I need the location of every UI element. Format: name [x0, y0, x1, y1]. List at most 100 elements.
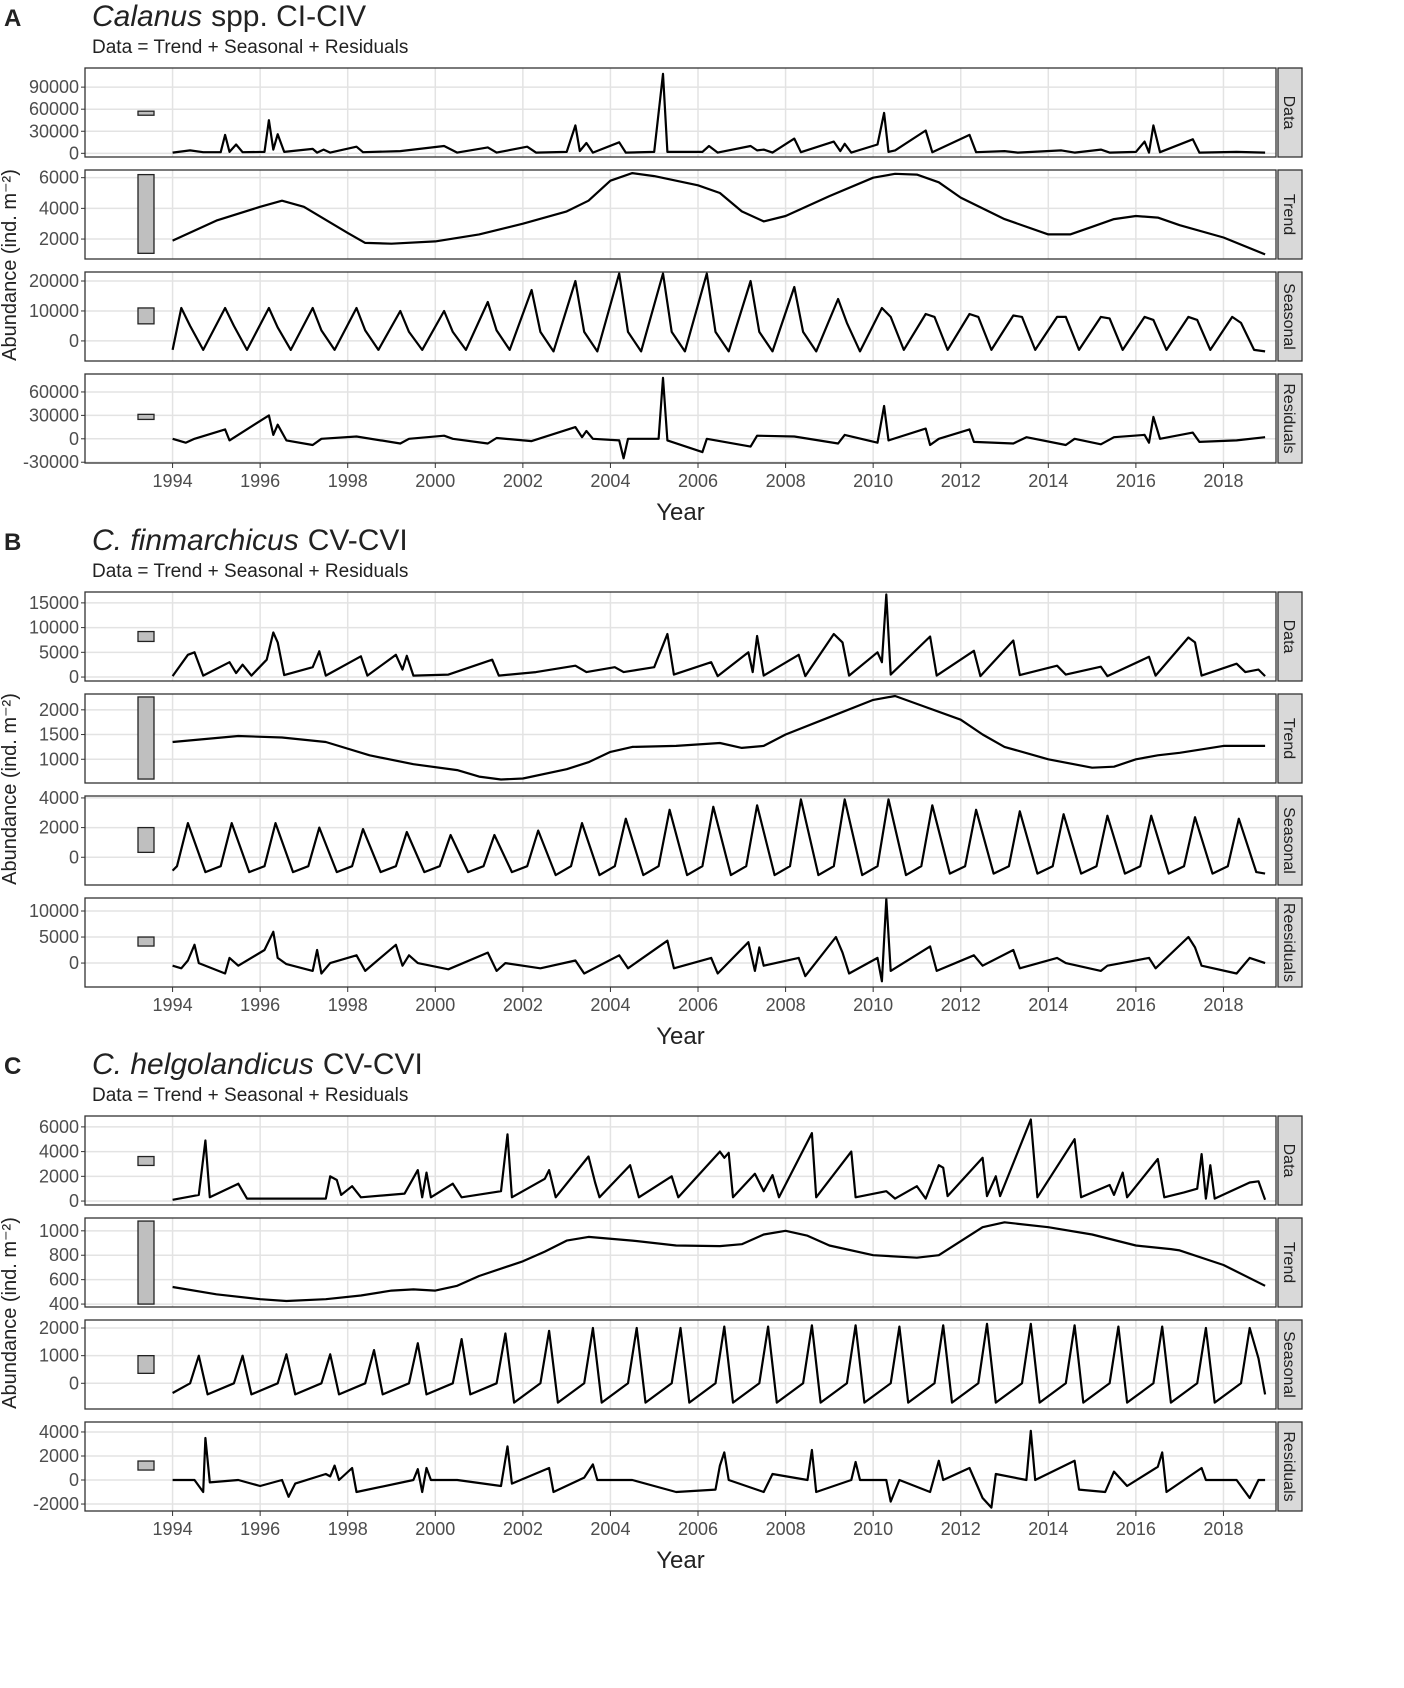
chart-title: Calanus spp. CI-CIV	[92, 0, 366, 33]
series-line	[172, 897, 1266, 983]
x-tick-label: 2014	[1028, 1519, 1068, 1539]
y-tick-label: 30000	[29, 405, 79, 425]
x-tick-label: 2014	[1028, 471, 1068, 491]
strip-label: Data	[1280, 1144, 1297, 1178]
x-tick-label: 2006	[678, 995, 718, 1015]
x-tick-label: 1994	[153, 1519, 193, 1539]
x-tick-label: 2000	[415, 1519, 455, 1539]
x-tick-label: 2014	[1028, 995, 1068, 1015]
x-tick-label: 2018	[1203, 995, 1243, 1015]
y-tick-label: 5000	[39, 642, 79, 662]
y-tick-label: 0	[69, 143, 79, 163]
y-tick-label: 2000	[39, 818, 79, 838]
y-tick-label: 10000	[29, 901, 79, 921]
y-tick-label: 0	[69, 1373, 79, 1393]
panel-border	[84, 693, 1277, 784]
strip	[1277, 67, 1303, 158]
x-tick-label: 2004	[590, 995, 630, 1015]
panel-border	[84, 1421, 1277, 1512]
panel-border	[84, 373, 1277, 464]
strip	[1277, 693, 1303, 784]
x-tick-label: 2012	[941, 471, 981, 491]
y-tick-label: 6000	[39, 1117, 79, 1137]
series-line	[172, 376, 1266, 460]
y-tick-label: 1000	[39, 749, 79, 769]
strip-label: Residuals	[1280, 1431, 1297, 1501]
panel-background	[85, 1422, 1276, 1511]
x-tick-label: 2012	[941, 995, 981, 1015]
subtitle: Data = Trend + Seasonal + Residuals	[92, 37, 408, 58]
title-rest: CV-CVI	[308, 524, 408, 557]
strip	[1277, 373, 1303, 464]
range-bar	[137, 307, 155, 325]
y-tick-label: 60000	[29, 382, 79, 402]
strip	[1277, 169, 1303, 260]
y-tick-label: 2000	[39, 1166, 79, 1186]
strip-label: Seasonal	[1280, 1331, 1297, 1398]
series-line	[172, 172, 1266, 256]
panel-background	[85, 694, 1276, 783]
x-tick-label: 2006	[678, 1519, 718, 1539]
panel-background	[85, 1116, 1276, 1205]
y-axis-title: Abundance (ind. m⁻²)	[0, 169, 21, 361]
strip-label: Reesiduals	[1280, 903, 1297, 982]
strip	[1277, 795, 1303, 886]
panel-border	[84, 897, 1277, 988]
y-tick-label: -30000	[23, 452, 79, 472]
y-tick-label: 10000	[29, 618, 79, 638]
x-tick-label: 2006	[678, 471, 718, 491]
chart-title: C. finmarchicus CV-CVI	[92, 524, 408, 557]
panel-background	[85, 796, 1276, 885]
strip	[1277, 1319, 1303, 1410]
x-tick-label: 1994	[153, 995, 193, 1015]
y-tick-label: 0	[69, 1470, 79, 1490]
range-bar	[137, 110, 155, 116]
range-bar	[137, 826, 155, 854]
y-tick-label: 0	[69, 847, 79, 867]
title-rest: spp. CI-CIV	[211, 0, 366, 33]
x-tick-label: 2002	[503, 995, 543, 1015]
y-tick-label: 4000	[39, 198, 79, 218]
x-tick-label: 1996	[240, 1519, 280, 1539]
y-tick-label: 0	[69, 953, 79, 973]
y-tick-label: -2000	[33, 1494, 79, 1514]
y-tick-label: 2000	[39, 700, 79, 720]
y-tick-label: 15000	[29, 593, 79, 613]
strip-label: Residuals	[1280, 383, 1297, 453]
x-tick-label: 2008	[766, 1519, 806, 1539]
range-bar	[137, 1155, 155, 1167]
title-italic: Calanus	[92, 0, 202, 33]
title-rest: CV-CVI	[323, 1048, 423, 1081]
y-tick-label: 2000	[39, 1318, 79, 1338]
range-bar	[137, 936, 155, 947]
title-italic: C. finmarchicus	[92, 524, 299, 557]
x-tick-label: 2016	[1116, 995, 1156, 1015]
y-tick-label: 1000	[39, 1346, 79, 1366]
range-bar	[137, 1220, 155, 1305]
x-tick-label: 1998	[328, 1519, 368, 1539]
y-tick-label: 90000	[29, 77, 79, 97]
strip-label: Trend	[1280, 194, 1297, 235]
strip-label: Trend	[1280, 718, 1297, 759]
strip-label: Seasonal	[1280, 807, 1297, 874]
x-tick-label: 2010	[853, 995, 893, 1015]
x-tick-label: 2018	[1203, 471, 1243, 491]
strip-label: Data	[1280, 96, 1297, 130]
x-tick-label: 2002	[503, 471, 543, 491]
series-line	[172, 1118, 1267, 1201]
x-tick-label: 2008	[766, 471, 806, 491]
y-axis-title: Abundance (ind. m⁻²)	[0, 693, 21, 885]
strip	[1277, 897, 1303, 988]
strip	[1277, 271, 1303, 362]
strip-label: Data	[1280, 620, 1297, 654]
y-tick-label: 10000	[29, 301, 79, 321]
panel-border	[84, 67, 1277, 158]
y-tick-label: 4000	[39, 1142, 79, 1162]
panel-label: B	[4, 529, 21, 556]
subtitle: Data = Trend + Seasonal + Residuals	[92, 561, 408, 582]
x-axis-title: Year	[656, 1547, 705, 1574]
panel-border	[84, 1217, 1277, 1308]
x-tick-label: 2004	[590, 1519, 630, 1539]
x-tick-label: 1994	[153, 471, 193, 491]
